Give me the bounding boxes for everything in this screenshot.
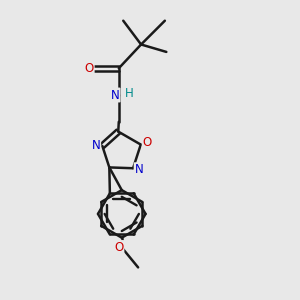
Text: H: H: [125, 87, 134, 100]
Text: O: O: [84, 62, 94, 75]
Text: N: N: [92, 140, 100, 152]
Text: N: N: [135, 163, 143, 176]
Text: N: N: [111, 88, 120, 101]
Text: O: O: [143, 136, 152, 149]
Text: O: O: [114, 241, 123, 254]
